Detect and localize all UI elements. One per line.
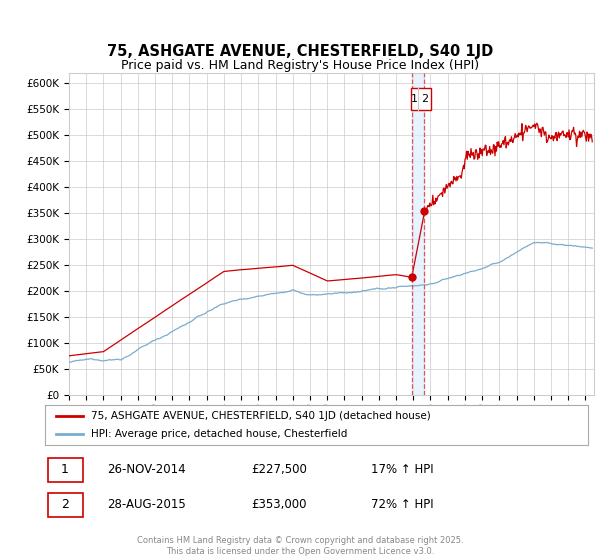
Text: 28-AUG-2015: 28-AUG-2015 bbox=[107, 498, 186, 511]
Text: 1: 1 bbox=[411, 94, 418, 104]
FancyBboxPatch shape bbox=[410, 88, 431, 110]
Bar bbox=[412, 73, 424, 395]
Text: £353,000: £353,000 bbox=[251, 498, 307, 511]
Text: Contains HM Land Registry data © Crown copyright and database right 2025.
This d: Contains HM Land Registry data © Crown c… bbox=[137, 536, 463, 556]
Text: Price paid vs. HM Land Registry's House Price Index (HPI): Price paid vs. HM Land Registry's House … bbox=[121, 59, 479, 72]
Text: 75, ASHGATE AVENUE, CHESTERFIELD, S40 1JD: 75, ASHGATE AVENUE, CHESTERFIELD, S40 1J… bbox=[107, 44, 493, 59]
Text: 72% ↑ HPI: 72% ↑ HPI bbox=[371, 498, 433, 511]
Text: 17% ↑ HPI: 17% ↑ HPI bbox=[371, 463, 433, 477]
Text: 75, ASHGATE AVENUE, CHESTERFIELD, S40 1JD (detached house): 75, ASHGATE AVENUE, CHESTERFIELD, S40 1J… bbox=[91, 411, 431, 421]
Text: 2: 2 bbox=[421, 94, 428, 104]
Text: 2: 2 bbox=[61, 498, 69, 511]
Text: 26-NOV-2014: 26-NOV-2014 bbox=[107, 463, 186, 477]
Text: £227,500: £227,500 bbox=[251, 463, 307, 477]
FancyBboxPatch shape bbox=[48, 458, 83, 482]
Text: 1: 1 bbox=[61, 463, 69, 477]
Text: HPI: Average price, detached house, Chesterfield: HPI: Average price, detached house, Ches… bbox=[91, 430, 347, 439]
FancyBboxPatch shape bbox=[48, 493, 83, 517]
